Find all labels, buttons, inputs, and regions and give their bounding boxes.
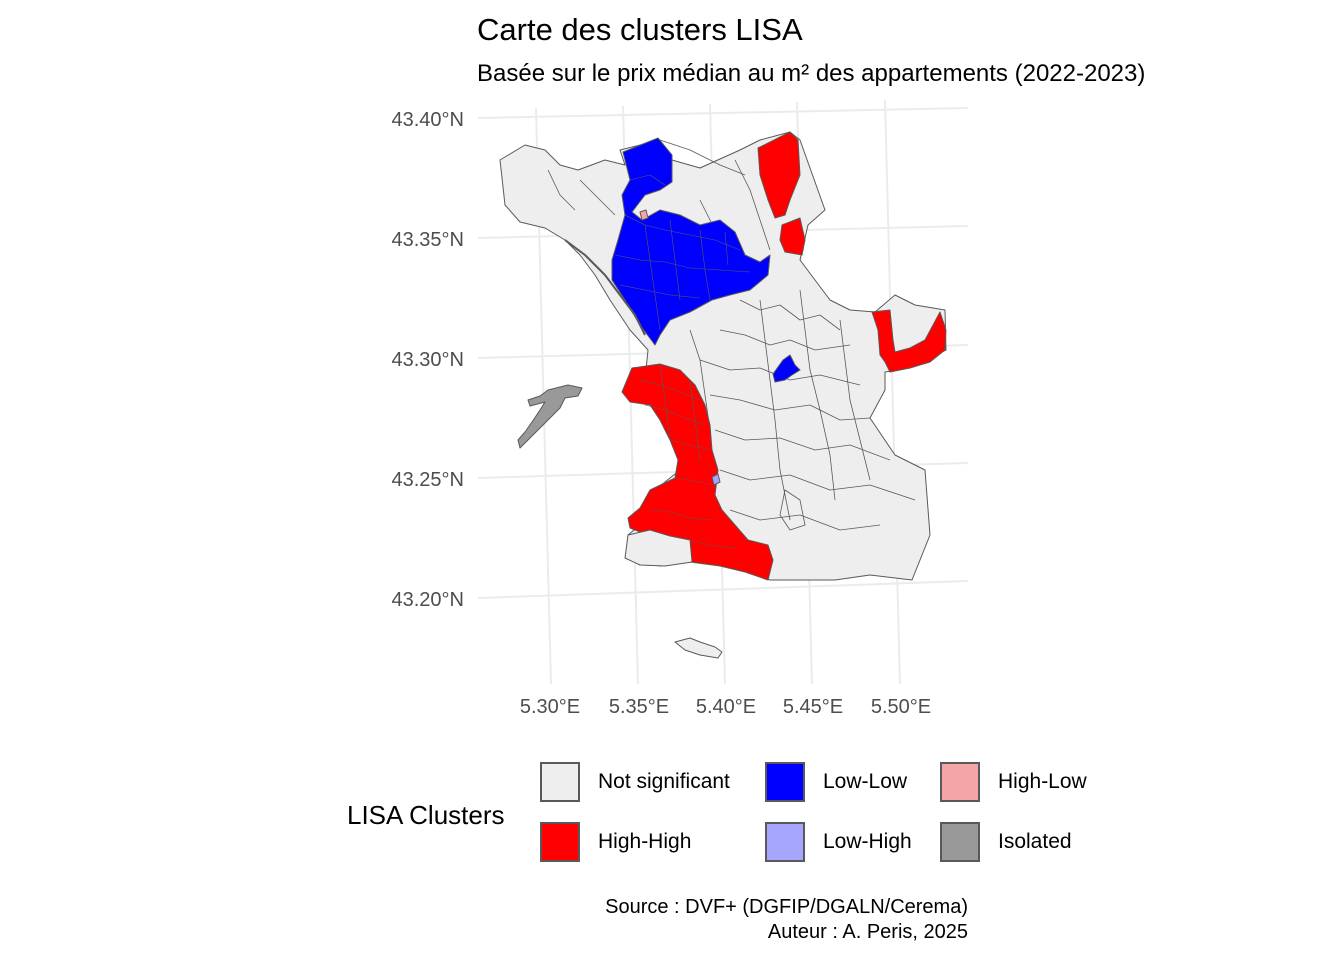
legend-item-high-low: High-Low: [940, 762, 1087, 802]
region-not-significant-south: [624, 529, 693, 567]
legend-item-not-significant: Not significant: [540, 762, 730, 802]
lat-label: 43.35°N: [392, 229, 465, 251]
region-high-low: [639, 209, 649, 221]
lon-axis-labels: 5.30°E 5.35°E 5.40°E 5.45°E 5.50°E: [520, 696, 931, 718]
region-low-high: [711, 473, 721, 486]
lat-axis-labels: 43.40°N 43.35°N 43.30°N 43.25°N 43.20°N: [392, 109, 465, 611]
lon-label: 5.35°E: [609, 696, 669, 718]
caption-author: Auteur : A. Peris, 2025: [767, 921, 968, 943]
legend-key-low-high: [765, 822, 805, 862]
legend-key-high-high: [540, 822, 580, 862]
legend-key-high-low: [940, 762, 980, 802]
legend-label: High-Low: [998, 770, 1087, 793]
region-high-high-ne2: [779, 217, 806, 256]
legend-item-isolated: Isolated: [940, 822, 1072, 862]
lat-label: 43.20°N: [392, 589, 465, 611]
grid-lat-43-40: [477, 107, 969, 119]
grid-lon-5-50: [884, 99, 901, 685]
region-high-high-ne1: [757, 131, 801, 219]
legend-label: Isolated: [998, 830, 1072, 853]
lat-label: 43.25°N: [392, 469, 465, 491]
legend-item-low-low: Low-Low: [765, 762, 907, 802]
map-title: Carte des clusters LISA: [477, 12, 803, 47]
region-low-low-north: [611, 137, 771, 346]
legend-label: Low-Low: [823, 770, 908, 793]
legend: Not significant High-High Low-Low Low-Hi…: [540, 762, 1140, 872]
legend-key-isolated: [940, 822, 980, 862]
lon-label: 5.30°E: [520, 696, 580, 718]
legend-item-low-high: Low-High: [765, 822, 912, 862]
legend-item-high-high: High-High: [540, 822, 691, 862]
map-polygons: [499, 131, 947, 659]
legend-key-not-significant: [540, 762, 580, 802]
region-high-high-east: [871, 309, 947, 373]
island-isolated-1: [517, 384, 583, 449]
legend-label: High-High: [598, 830, 692, 853]
lat-label: 43.40°N: [392, 109, 465, 131]
legend-title: LISA Clusters: [347, 800, 505, 830]
lon-label: 5.45°E: [783, 696, 843, 718]
island-not-significant: [674, 637, 723, 659]
caption: Source : DVF+ (DGFIP/DGALN/Cerema) Auteu…: [440, 895, 968, 945]
legend-label: Not significant: [598, 770, 730, 793]
region-low-low-east: [772, 354, 801, 383]
legend-label: Low-High: [823, 830, 912, 853]
harbor-jetty: [564, 239, 646, 336]
lat-label: 43.30°N: [392, 349, 465, 371]
caption-source: Source : DVF+ (DGFIP/DGALN/Cerema): [605, 896, 968, 918]
high-high-boundaries: [639, 363, 736, 549]
map-subtitle: Basée sur le prix médian au m² des appar…: [477, 60, 1146, 87]
low-low-boundaries: [614, 174, 751, 331]
lon-label: 5.50°E: [871, 696, 931, 718]
legend-key-low-low: [765, 762, 805, 802]
region-high-high-south: [621, 363, 774, 581]
lon-label: 5.40°E: [696, 696, 756, 718]
